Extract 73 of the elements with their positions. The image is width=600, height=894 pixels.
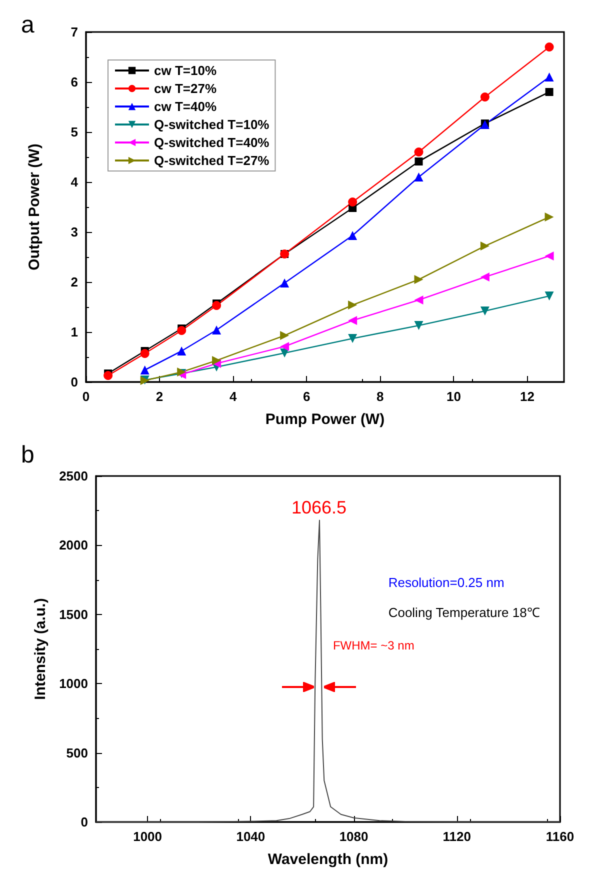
point xyxy=(414,321,424,330)
y-tick-label: 3 xyxy=(70,224,78,240)
point xyxy=(414,158,423,166)
y-tick-label: 0 xyxy=(70,374,78,390)
legend-label: Q-switched T=27% xyxy=(154,153,270,168)
y-tick-label: 1500 xyxy=(59,606,88,622)
point xyxy=(544,42,554,52)
y-axis-title: Output Power (W) xyxy=(26,144,43,270)
point xyxy=(480,306,490,316)
x-tick-label: 12 xyxy=(520,389,534,404)
y-tick-label: 2 xyxy=(70,274,78,290)
point xyxy=(414,296,424,304)
y-tick-label: 5 xyxy=(70,124,78,140)
chart-title: a xyxy=(21,12,35,38)
x-tick-label: 2 xyxy=(156,389,164,404)
legend-label: cw T=10% xyxy=(154,63,217,78)
y-tick-label: 7 xyxy=(70,24,78,40)
x-tick-label: 1160 xyxy=(546,829,574,844)
x-tick-label: 8 xyxy=(376,389,384,404)
legend-label: Q-switched T=10% xyxy=(154,117,270,132)
x-tick-label: 1120 xyxy=(442,829,471,844)
y-tick-label: 2000 xyxy=(59,538,88,553)
y-axis-title: Intensity (a.u.) xyxy=(32,598,50,700)
point xyxy=(545,88,554,96)
legend-label: Q-switched T=40% xyxy=(154,135,270,150)
y-tick-label: 4 xyxy=(70,174,79,190)
point xyxy=(212,356,222,365)
x-tick-label: 4 xyxy=(229,389,238,404)
point xyxy=(280,342,290,351)
x-axis-title: Pump Power (W) xyxy=(265,411,385,428)
point xyxy=(544,212,554,222)
point xyxy=(212,326,222,334)
point xyxy=(348,231,358,240)
legend-label: cw T=27% xyxy=(154,81,217,96)
point xyxy=(480,272,490,282)
y-tick-label: 1000 xyxy=(59,676,88,692)
point xyxy=(348,198,358,206)
legend-label: cw T=40% xyxy=(154,99,217,114)
y-tick-label: 1 xyxy=(70,324,78,340)
point xyxy=(414,172,424,182)
y-tick-label: 2500 xyxy=(59,468,88,484)
annotation: FWHM= ~3 nm xyxy=(332,638,414,653)
point xyxy=(544,72,554,82)
point xyxy=(280,331,290,340)
point xyxy=(177,346,186,356)
x-tick-label: 1080 xyxy=(339,829,368,844)
point xyxy=(104,371,113,380)
x-tick-label: 10 xyxy=(446,389,461,404)
point xyxy=(140,349,150,358)
point xyxy=(212,301,222,310)
point xyxy=(280,278,290,288)
chart-title: b xyxy=(21,442,34,468)
y-tick-label: 500 xyxy=(66,745,88,760)
point xyxy=(544,252,554,260)
annotation: 1066.5 xyxy=(291,497,347,518)
point xyxy=(348,316,358,325)
annotation: Cooling Temperature 18℃ xyxy=(388,605,540,620)
y-tick-label: 0 xyxy=(80,814,88,830)
point xyxy=(480,242,490,250)
point xyxy=(348,334,358,343)
point xyxy=(348,300,358,310)
point xyxy=(177,326,186,335)
point xyxy=(414,148,424,156)
point xyxy=(544,292,554,300)
point xyxy=(414,275,424,284)
x-tick-label: 1000 xyxy=(133,829,162,844)
x-axis-title: Wavelength (nm) xyxy=(268,851,388,868)
point xyxy=(140,366,150,374)
x-tick-label: 1040 xyxy=(236,829,266,844)
point xyxy=(480,92,490,102)
annotation: Resolution=0.25 nm xyxy=(388,575,504,590)
y-tick-label: 6 xyxy=(70,74,78,90)
x-tick-label: 6 xyxy=(303,389,310,404)
